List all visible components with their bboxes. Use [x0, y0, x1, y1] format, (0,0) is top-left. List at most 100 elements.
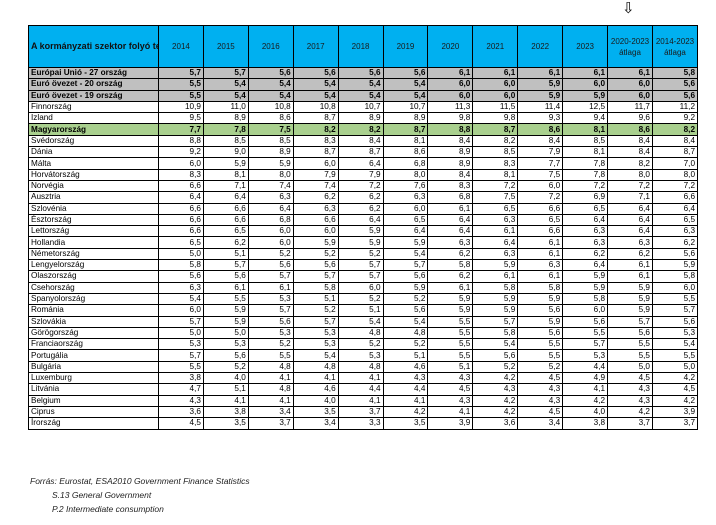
- value-cell: 5,5: [651, 349, 699, 362]
- value-cell: 4,8: [382, 326, 429, 340]
- value-cell: 5,8: [517, 281, 564, 294]
- value-cell: 4,0: [292, 394, 339, 407]
- value-cell: 5,6: [247, 315, 294, 328]
- country-name: Olaszország: [28, 270, 159, 283]
- country-name: Hollandia: [28, 236, 159, 249]
- value-cell: 5,6: [337, 66, 384, 80]
- value-cell: 5,4: [337, 78, 384, 91]
- value-cell: 10,9: [158, 100, 204, 114]
- value-cell: 5,2: [382, 338, 429, 351]
- value-cell: 4,6: [292, 383, 339, 396]
- value-cell: 6,2: [562, 247, 609, 261]
- value-cell: 5,6: [651, 89, 699, 102]
- value-cell: 7,7: [158, 123, 204, 136]
- value-cell: 5,1: [202, 247, 249, 261]
- value-cell: 6,4: [607, 213, 653, 227]
- value-cell: 6,4: [202, 191, 249, 204]
- value-cell: 6,6: [517, 225, 564, 238]
- value-cell: 6,5: [472, 202, 519, 215]
- value-cell: 4,4: [382, 383, 429, 396]
- value-cell: 6,2: [651, 236, 699, 249]
- value-cell: 7,9: [292, 168, 339, 181]
- value-cell: 5,6: [517, 326, 564, 340]
- value-cell: 6,4: [607, 202, 653, 215]
- country-name: Belgium: [28, 394, 159, 407]
- value-cell: 11,2: [651, 100, 699, 114]
- value-cell: 5,9: [202, 315, 249, 328]
- value-cell: 5,8: [158, 259, 204, 272]
- value-cell: 6,6: [292, 213, 339, 227]
- value-cell: 5,6: [292, 66, 339, 80]
- value-cell: 5,7: [158, 66, 204, 80]
- value-cell: 4,1: [292, 372, 339, 385]
- value-cell: 5,5: [158, 78, 204, 91]
- value-cell: 9,3: [517, 112, 564, 125]
- value-cell: 5,3: [202, 338, 249, 351]
- value-cell: 5,9: [472, 259, 519, 272]
- value-cell: 6,4: [337, 213, 384, 227]
- value-cell: 4,1: [202, 394, 249, 407]
- value-cell: 11,7: [607, 100, 653, 114]
- value-cell: 5,3: [292, 326, 339, 340]
- value-cell: 4,5: [427, 383, 474, 396]
- value-cell: 4,1: [247, 394, 294, 407]
- value-cell: 6,1: [472, 270, 519, 283]
- value-cell: 7,2: [517, 191, 564, 204]
- table-row: Románia 6,0 5,9 5,7 5,2 5,1 5,6 5,9 5,9 5,6 6,0 5,9…: [28, 304, 699, 317]
- value-cell: 5,8: [472, 281, 519, 294]
- value-cell: 5,9: [472, 304, 519, 317]
- value-cell: 8,6: [517, 123, 564, 136]
- country-name: Franciaország: [28, 338, 159, 351]
- value-cell: 5,7: [292, 315, 339, 328]
- country-name: Magyarország: [28, 123, 159, 136]
- value-cell: 6,4: [427, 213, 474, 227]
- value-cell: 4,3: [427, 394, 474, 407]
- table-row: Málta 6,0 5,9 5,9 6,0 6,4 6,8 8,9 8,3 7,7 7,8 8,2 7,…: [28, 157, 699, 170]
- value-cell: 8,2: [651, 123, 699, 136]
- table-row: Horvátország 8,3 8,1 8,0 7,9 7,9 8,0 8,4 8,1 7,5 7…: [28, 168, 699, 181]
- value-cell: 6,2: [337, 202, 384, 215]
- value-cell: 4,3: [607, 394, 653, 407]
- value-cell: 4,1: [337, 372, 384, 385]
- value-cell: 5,2: [292, 247, 339, 261]
- value-cell: 5,6: [202, 349, 249, 362]
- value-cell: 9,2: [158, 146, 204, 159]
- value-cell: 9,8: [427, 112, 474, 125]
- government-consumption-table: A kormányzati szektor folyó termelő felh…: [28, 25, 699, 430]
- table-row: Finnország 10,9 11,0 10,8 10,8 10,7 10,7 11,3 11…: [28, 100, 699, 114]
- value-cell: 5,4: [247, 89, 294, 102]
- value-cell: 5,1: [292, 292, 339, 306]
- value-cell: 4,1: [337, 394, 384, 407]
- value-cell: 4,3: [517, 383, 564, 396]
- table-row: Belgium 4,3 4,1 4,1 4,0 4,1 4,1 4,3 4,2 4,3 4,2 4,3…: [28, 394, 699, 407]
- value-cell: 3,8: [158, 372, 204, 385]
- value-cell: 8,8: [427, 123, 474, 136]
- column-header: 2018: [337, 25, 384, 68]
- column-header: 2014-2023 átlaga: [651, 25, 699, 68]
- value-cell: 6,4: [382, 225, 429, 238]
- column-header: 2017: [292, 25, 339, 68]
- value-cell: 8,6: [382, 146, 429, 159]
- value-cell: 7,1: [202, 179, 249, 193]
- table-row: Luxemburg 3,8 4,0 4,1 4,1 4,1 4,3 4,3 4,2 4,5 4,9 4…: [28, 372, 699, 385]
- value-cell: 8,2: [607, 157, 653, 170]
- value-cell: 5,4: [382, 89, 429, 102]
- value-cell: 5,8: [651, 66, 699, 80]
- value-cell: 4,3: [517, 394, 564, 407]
- country-name: Finnország: [28, 100, 159, 114]
- value-cell: 5,3: [292, 338, 339, 351]
- value-cell: 6,2: [202, 236, 249, 249]
- table-row: Bulgária 5,5 5,2 4,8 4,8 4,8 4,6 5,1 5,2 5,2 4,4 5,…: [28, 360, 699, 374]
- value-cell: 8,4: [607, 146, 653, 159]
- table-row: Ausztria 6,4 6,4 6,3 6,2 6,2 6,3 6,8 7,5 7,2 6,9 7,…: [28, 191, 699, 204]
- value-cell: 6,0: [292, 225, 339, 238]
- value-cell: 5,2: [337, 247, 384, 261]
- value-cell: 9,2: [651, 112, 699, 125]
- value-cell: 6,0: [382, 202, 429, 215]
- value-cell: 4,6: [382, 360, 429, 374]
- value-cell: 5,2: [337, 338, 384, 351]
- column-header: 2021: [472, 25, 519, 68]
- value-cell: 5,4: [202, 89, 249, 102]
- value-cell: 6,3: [562, 236, 609, 249]
- value-cell: 8,4: [607, 134, 653, 148]
